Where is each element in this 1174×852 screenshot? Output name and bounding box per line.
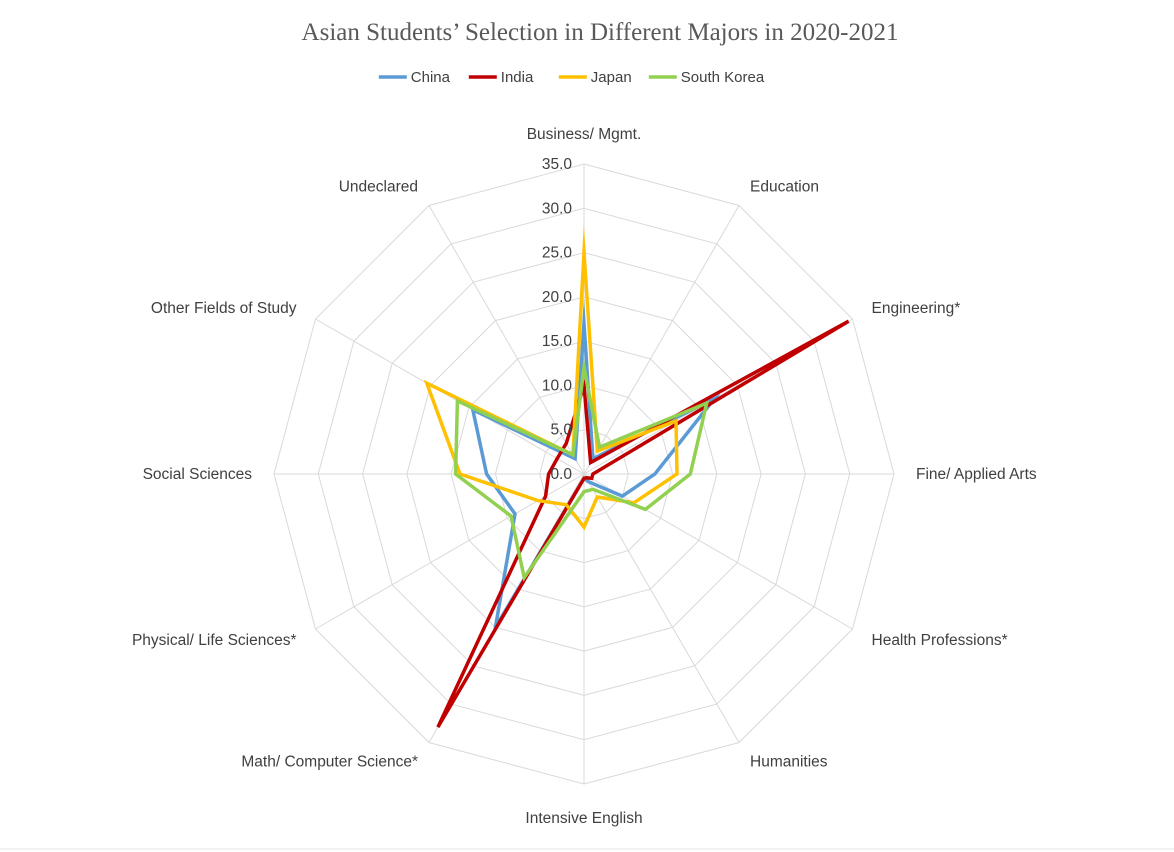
category-labels: Business/ Mgmt. Education Engineering* Fine… bbox=[132, 126, 1037, 827]
tick-label: 20.0 bbox=[542, 289, 573, 306]
category-label: Fine/ Applied Arts bbox=[916, 466, 1037, 483]
tick-label: 0.0 bbox=[550, 466, 572, 483]
category-label: Health Professions* bbox=[872, 632, 1008, 649]
tick-label: 5.0 bbox=[550, 422, 572, 439]
tick-label: 10.0 bbox=[542, 377, 573, 394]
series-layer bbox=[423, 223, 850, 728]
legend-label: India bbox=[501, 69, 534, 86]
grid-spoke bbox=[583, 473, 853, 630]
tick-label: 25.0 bbox=[542, 245, 573, 262]
category-label: Engineering* bbox=[872, 300, 961, 317]
category-label: Business/ Mgmt. bbox=[527, 126, 642, 143]
legend-label: China bbox=[411, 69, 451, 86]
category-label: Undeclared bbox=[339, 179, 418, 196]
tick-label: 35.0 bbox=[542, 156, 573, 173]
series-japan bbox=[423, 223, 679, 531]
tick-label: 30.0 bbox=[542, 200, 573, 217]
category-label: Humanities bbox=[750, 754, 828, 771]
chart-title: Asian Students’ Selection in Different M… bbox=[302, 19, 899, 46]
legend: China India Japan South Korea bbox=[378, 69, 765, 86]
category-label: Physical/ Life Sciences* bbox=[132, 632, 297, 649]
grid-spoke bbox=[583, 205, 740, 475]
legend-label: South Korea bbox=[681, 69, 765, 86]
category-label: Social Sciences bbox=[143, 466, 253, 483]
grid-spoke bbox=[315, 318, 585, 475]
category-label: Education bbox=[750, 179, 819, 196]
grid-spoke bbox=[583, 473, 740, 743]
grid-spoke bbox=[428, 205, 585, 475]
radial-tick-labels: 0.0 5.0 10.0 15.0 20.0 25.0 30.0 35.0 bbox=[542, 156, 573, 483]
category-label: Other Fields of Study bbox=[151, 300, 297, 317]
category-label: Intensive English bbox=[525, 810, 642, 827]
series-south-korea bbox=[453, 356, 710, 582]
tick-label: 15.0 bbox=[542, 333, 573, 350]
legend-label: Japan bbox=[591, 69, 632, 86]
category-label: Math/ Computer Science* bbox=[241, 754, 418, 771]
series-india bbox=[436, 319, 850, 728]
